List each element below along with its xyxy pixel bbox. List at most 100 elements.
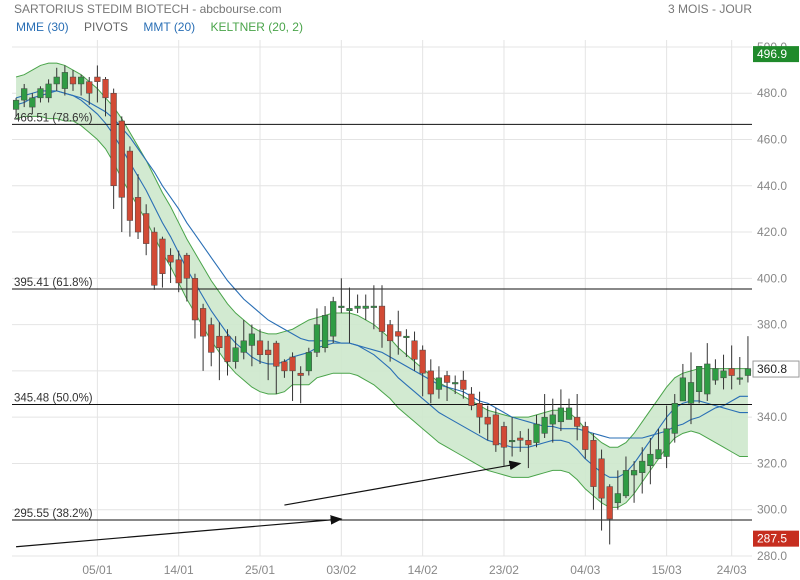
trend-arrows <box>16 460 522 548</box>
y-tick-label: 280.0 <box>757 549 787 563</box>
pivot-label: 466.51 (78.6%) <box>14 112 93 124</box>
chart-title: SARTORIUS STEDIM BIOTECH - abcbourse.com <box>14 2 282 16</box>
candle-body <box>387 324 394 342</box>
candle-body <box>143 213 150 244</box>
x-tick-label: 14/01 <box>164 563 194 577</box>
candle-body <box>427 370 434 395</box>
pivot-levels: 466.51 (78.6%) 395.41 (61.8%) 345.48 (50.0… <box>12 112 752 521</box>
candle-body <box>110 92 117 187</box>
candle-body <box>45 83 52 99</box>
candle-body <box>191 278 199 321</box>
price-tag-box <box>753 46 799 63</box>
candle-body <box>346 308 353 311</box>
candle-body <box>378 305 386 332</box>
legend-mmt[interactable]: MMT (20) <box>143 20 196 34</box>
candle-body <box>639 460 646 473</box>
candle-body <box>224 335 231 362</box>
axes: 280.0300.0320.0340.0360.0380.0400.0420.0… <box>82 40 787 577</box>
candle-body <box>395 331 402 337</box>
candle-body <box>362 305 369 309</box>
candle-body <box>744 368 752 376</box>
candle-body <box>86 81 93 94</box>
candle-body <box>435 377 443 390</box>
candle-body <box>655 449 662 460</box>
indicator-legend: MME (30) PIVOTS MMT (20) KELTNER (20, 2) <box>16 20 315 34</box>
mme-line <box>15 90 748 439</box>
candle-body <box>582 426 589 450</box>
candle-body <box>736 377 743 380</box>
candle-body <box>541 416 548 434</box>
x-tick-label: 23/02 <box>489 563 519 577</box>
candle-body <box>354 305 361 309</box>
y-tick-label: 400.0 <box>757 271 787 285</box>
candle-body <box>452 382 459 385</box>
candle-body <box>289 356 296 372</box>
candle-body <box>411 340 418 360</box>
candle-body <box>265 349 272 355</box>
candle-body <box>118 120 125 198</box>
price-tag-label: 496.9 <box>757 47 787 61</box>
candle-body <box>460 379 467 390</box>
candle-body <box>663 428 670 457</box>
candle-body <box>622 470 630 497</box>
candle-body <box>248 333 255 346</box>
candle-body <box>533 423 540 443</box>
legend-keltner[interactable]: KELTNER (20, 2) <box>210 20 303 34</box>
candle-body <box>232 347 239 362</box>
grid <box>12 40 752 557</box>
pivot-label: 395.41 (61.8%) <box>14 277 93 289</box>
x-tick-label: 04/03 <box>570 563 600 577</box>
y-tick-label: 460.0 <box>757 132 787 146</box>
candle-body <box>500 426 508 448</box>
candles <box>12 65 752 545</box>
legend-mme[interactable]: MME (30) <box>16 20 69 34</box>
candle-body <box>94 76 101 82</box>
candle-body <box>12 99 20 110</box>
candle-body <box>590 440 597 487</box>
candle-body <box>53 76 60 85</box>
candle-body <box>509 440 516 443</box>
candle-body <box>338 305 345 308</box>
candle-body <box>557 407 564 423</box>
candle-body <box>134 197 142 233</box>
y-tick-label: 300.0 <box>757 503 787 517</box>
candle-body <box>606 486 613 520</box>
candle-body <box>525 440 532 446</box>
y-tick-label: 340.0 <box>757 410 787 424</box>
candle-body <box>704 363 711 395</box>
x-tick-label: 25/01 <box>245 563 275 577</box>
candle-body <box>61 72 68 89</box>
pivot-label: 295.55 (38.2%) <box>14 508 93 520</box>
candle-body <box>712 368 719 381</box>
pivot-label: 345.48 (50.0%) <box>14 392 93 404</box>
price-tag-box <box>753 530 799 547</box>
period-label[interactable]: 3 MOIS - JOUR <box>667 2 752 16</box>
candle-body <box>476 403 483 418</box>
x-tick-label: 24/03 <box>717 563 747 577</box>
candle-body <box>443 375 451 383</box>
candle-body <box>492 414 499 446</box>
price-tags: 496.9 360.8 287.5 <box>752 46 800 547</box>
candle-body <box>313 324 321 353</box>
candle-body <box>598 458 605 499</box>
candle-body <box>175 259 182 284</box>
candle-body <box>517 437 524 441</box>
candle-body <box>671 403 678 434</box>
candle-body <box>69 76 77 85</box>
candle-body <box>281 361 288 372</box>
candle-body <box>728 368 735 376</box>
candle-body <box>687 382 695 404</box>
price-tag-box <box>752 360 800 378</box>
legend-pivots[interactable]: PIVOTS <box>84 20 129 34</box>
candle-body <box>370 305 377 308</box>
y-tick-label: 420.0 <box>757 225 787 239</box>
candle-body <box>216 335 223 348</box>
x-tick-label: 14/02 <box>408 563 438 577</box>
trend-arrow <box>284 460 522 506</box>
y-tick-label: 380.0 <box>757 318 787 332</box>
candle-body <box>468 393 475 406</box>
candle-body <box>102 79 109 99</box>
candle-body <box>647 453 654 467</box>
candle-body <box>549 414 556 425</box>
